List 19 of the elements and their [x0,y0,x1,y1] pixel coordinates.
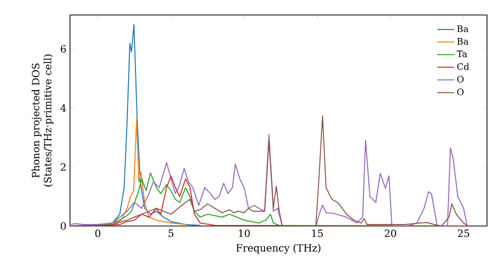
y-axis-title: Phonon projected DOS (States/THz·primitive cell) [32,54,54,186]
x-tick-label: 20 [384,230,396,238]
x-axis-title: Frequency (THz) [236,244,320,254]
legend-label: O [457,76,464,83]
y-tick-label: 6 [60,45,66,53]
x-tick-label: 0 [95,230,100,238]
x-tick-label: 25 [458,230,470,238]
legend-label: Ba [457,26,468,32]
x-tick-label: 10 [239,230,250,238]
legend-label: Ta [456,50,468,58]
line-series [70,134,468,226]
y-tick-label: 0 [60,222,66,230]
legend-label: O [457,88,464,96]
legend-label: Cd [457,63,470,70]
y-tick-label: 4 [60,104,66,112]
x-tick-label: 15 [312,230,323,238]
y-tick-label: 2 [60,163,66,171]
legend-label: Ba [457,38,468,45]
x-tick-label: 5 [168,230,174,237]
